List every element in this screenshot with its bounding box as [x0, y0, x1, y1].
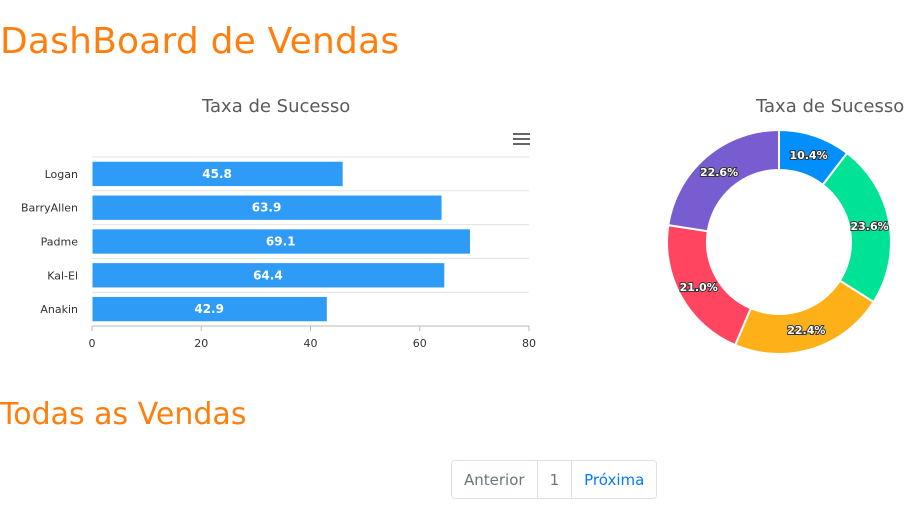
bar-chart-title: Taxa de Sucesso: [202, 96, 351, 117]
pagination-page-1[interactable]: 1: [537, 461, 573, 498]
x-tick-label: 80: [522, 337, 536, 350]
bar-value-label: 42.9: [194, 302, 224, 316]
pagination-prev-button[interactable]: Anterior: [452, 461, 538, 498]
bar-chart: Logan 45.8 BarryAllen 63.9 Padme 69.1 Kal-El 64…: [21, 156, 536, 350]
slice-percent-label: 22.4%: [787, 324, 825, 337]
bar-value-label: 69.1: [266, 235, 296, 249]
bar-logan[interactable]: [92, 161, 343, 187]
bar-padme[interactable]: [92, 229, 470, 254]
hamburger-menu-icon[interactable]: [513, 133, 530, 147]
donut-chart: 10.4% 23.6% 22.4% 21.0% 22.6%: [666, 128, 892, 355]
slice-percent-label: 23.6%: [850, 220, 888, 233]
bar-value-label: 64.4: [253, 268, 283, 282]
bar-anakin[interactable]: [92, 296, 327, 322]
x-tick-label: 20: [194, 337, 208, 350]
bar-category-label: Kal-El: [47, 269, 78, 282]
menu-line: [513, 133, 530, 135]
bar-category-label: Padme: [41, 236, 79, 249]
bar-category-label: BarryAllen: [21, 202, 78, 215]
pagination: Anterior 1 Próxima: [451, 460, 658, 499]
bar-category-label: Anakin: [40, 303, 78, 316]
slice-percent-label: 10.4%: [789, 149, 827, 162]
bar-category-label: Logan: [45, 168, 78, 181]
bar-barryallen[interactable]: [92, 195, 442, 220]
x-tick-label: 0: [89, 337, 96, 350]
slice-percent-label: 22.6%: [700, 166, 738, 179]
menu-line: [513, 143, 530, 145]
pagination-next-button[interactable]: Próxima: [572, 461, 657, 498]
donut-slice[interactable]: [667, 128, 780, 233]
donut-chart-title: Taxa de Sucesso: [756, 96, 905, 117]
section-title: Todas as Vendas: [0, 397, 247, 432]
bar-value-label: 63.9: [252, 201, 282, 215]
x-tick-label: 60: [413, 337, 427, 350]
page-title: DashBoard de Vendas: [0, 21, 400, 62]
menu-line: [513, 138, 530, 140]
slice-percent-label: 21.0%: [680, 281, 718, 294]
donut-slice[interactable]: [733, 279, 875, 355]
bar-value-label: 45.8: [202, 167, 232, 181]
bar-kal-el[interactable]: [92, 263, 445, 288]
x-tick-label: 40: [304, 337, 318, 350]
